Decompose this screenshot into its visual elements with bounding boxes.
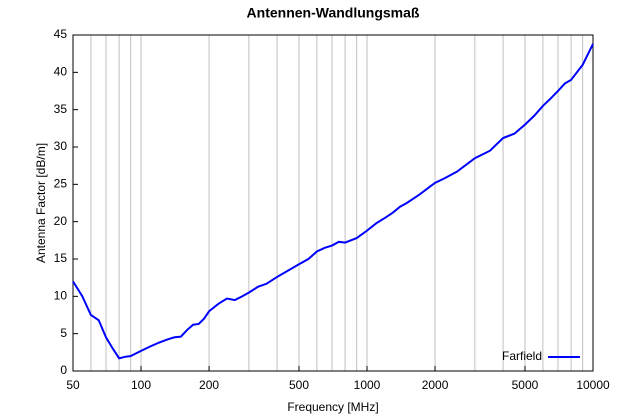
x-tick-label: 100	[131, 378, 151, 392]
y-tick-label: 5	[60, 326, 67, 340]
x-tick-label: 1000	[354, 378, 381, 392]
y-axis-label: Antenna Factor [dB/m]	[34, 143, 48, 263]
y-tick-label: 15	[54, 251, 68, 265]
y-tick-label: 30	[54, 139, 68, 153]
x-tick-label: 50	[66, 378, 80, 392]
data-line	[72, 43, 594, 360]
plot-frame	[72, 34, 594, 372]
y-tick-label: 25	[54, 177, 68, 191]
x-tick-label: 5000	[512, 378, 539, 392]
x-tick-label: 500	[289, 378, 309, 392]
x-tick-label: 10000	[576, 378, 610, 392]
y-tick-label: 45	[54, 27, 68, 41]
y-tick-label: 0	[60, 363, 67, 377]
y-tick-label: 35	[54, 102, 68, 116]
y-tick-label: 20	[54, 214, 68, 228]
y-tick-label: 10	[54, 289, 68, 303]
x-tick-label: 2000	[422, 378, 449, 392]
chart-title: Antennen-Wandlungsmaß	[247, 5, 420, 21]
legend-label: Farfield	[502, 349, 542, 363]
x-axis-label: Frequency [MHz]	[287, 400, 378, 414]
y-tick-label: 40	[54, 65, 68, 79]
x-tick-label: 200	[199, 378, 219, 392]
